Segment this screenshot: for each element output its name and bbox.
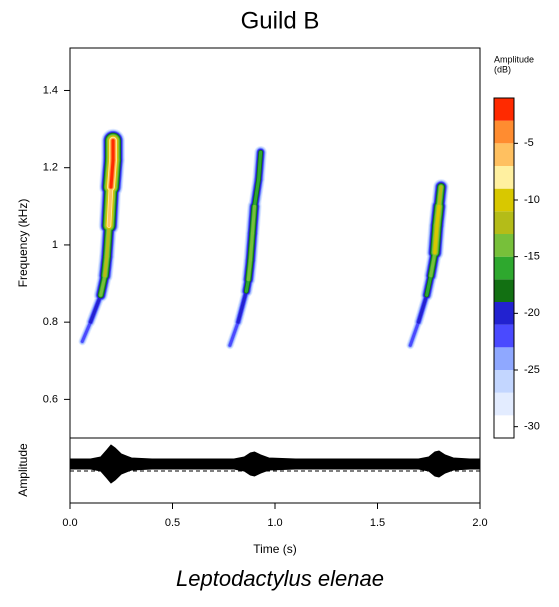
x-axis-label: Time (s) [253, 542, 297, 556]
x-tick-label: 0.5 [165, 517, 180, 529]
x-tick-label: 1.5 [370, 517, 385, 529]
waveform-lower [69, 463, 481, 484]
colorbar-band [494, 392, 514, 416]
x-tick-label: 0.0 [62, 517, 77, 529]
caption: Leptodactylus elenae [176, 566, 384, 591]
colorbar-band [494, 188, 514, 212]
call-contour [99, 274, 107, 297]
colorbar-band [494, 166, 514, 189]
colorbar-band [494, 302, 514, 325]
colorbar-band [494, 120, 514, 144]
waveform-upper [69, 444, 481, 465]
call-contour [246, 258, 252, 282]
spectrogram [78, 128, 449, 350]
call-contour [257, 150, 263, 181]
call-contour [109, 158, 115, 189]
call-contour [429, 251, 437, 278]
y-tick-label: 1 [52, 239, 58, 251]
y-tick-label: 0.6 [43, 393, 58, 405]
x-tick-label: 1.0 [267, 517, 282, 529]
colorbar-frame [493, 97, 515, 439]
colorbar-tick-label: -15 [524, 251, 540, 263]
colorbar-band [494, 98, 514, 121]
y-tick-label: 0.8 [43, 316, 58, 328]
y-axis-label: Frequency (kHz) [16, 199, 30, 288]
call-contour [107, 185, 113, 228]
colorbar-band [494, 234, 514, 257]
call-contour [417, 293, 429, 324]
call-contour [437, 185, 443, 208]
call-contour [105, 224, 111, 259]
chart-title: Guild B [241, 7, 320, 34]
call-contour [433, 224, 439, 255]
colorbar-label: Amplitude [494, 54, 534, 64]
spectrogram-frame [69, 47, 481, 439]
colorbar-band [494, 324, 514, 348]
y-tick-label: 1.4 [43, 84, 58, 96]
call-contour [408, 320, 420, 347]
colorbar-band [494, 370, 514, 393]
call-contour [250, 204, 256, 235]
call-contour [80, 320, 92, 343]
colorbar-band [494, 256, 514, 280]
colorbar-tick-label: -5 [524, 137, 534, 149]
call-contour [248, 231, 254, 262]
call-contour [236, 289, 248, 324]
call-contour [228, 320, 240, 347]
y-tick-label: 1.2 [43, 162, 58, 174]
call-contour [435, 204, 441, 228]
colorbar-tick-label: -20 [524, 307, 540, 319]
colorbar-band [494, 211, 514, 234]
colorbar-tick-label: -10 [524, 194, 540, 206]
colorbar-tick-label: -25 [524, 364, 540, 376]
call-contour [89, 293, 103, 324]
x-tick-label: 2.0 [472, 517, 487, 529]
frame [69, 47, 481, 504]
call-contour [253, 177, 261, 208]
colorbar-band [494, 347, 514, 370]
colorbar-band [494, 279, 514, 302]
colorbar-band [494, 415, 514, 438]
colorbar-label: (dB) [494, 64, 511, 74]
call-contour [425, 274, 433, 297]
oscillogram-label: Amplitude [16, 443, 30, 497]
call-contour [103, 255, 109, 278]
colorbar-tick-label: -30 [524, 421, 540, 433]
colorbar-band [494, 143, 514, 166]
